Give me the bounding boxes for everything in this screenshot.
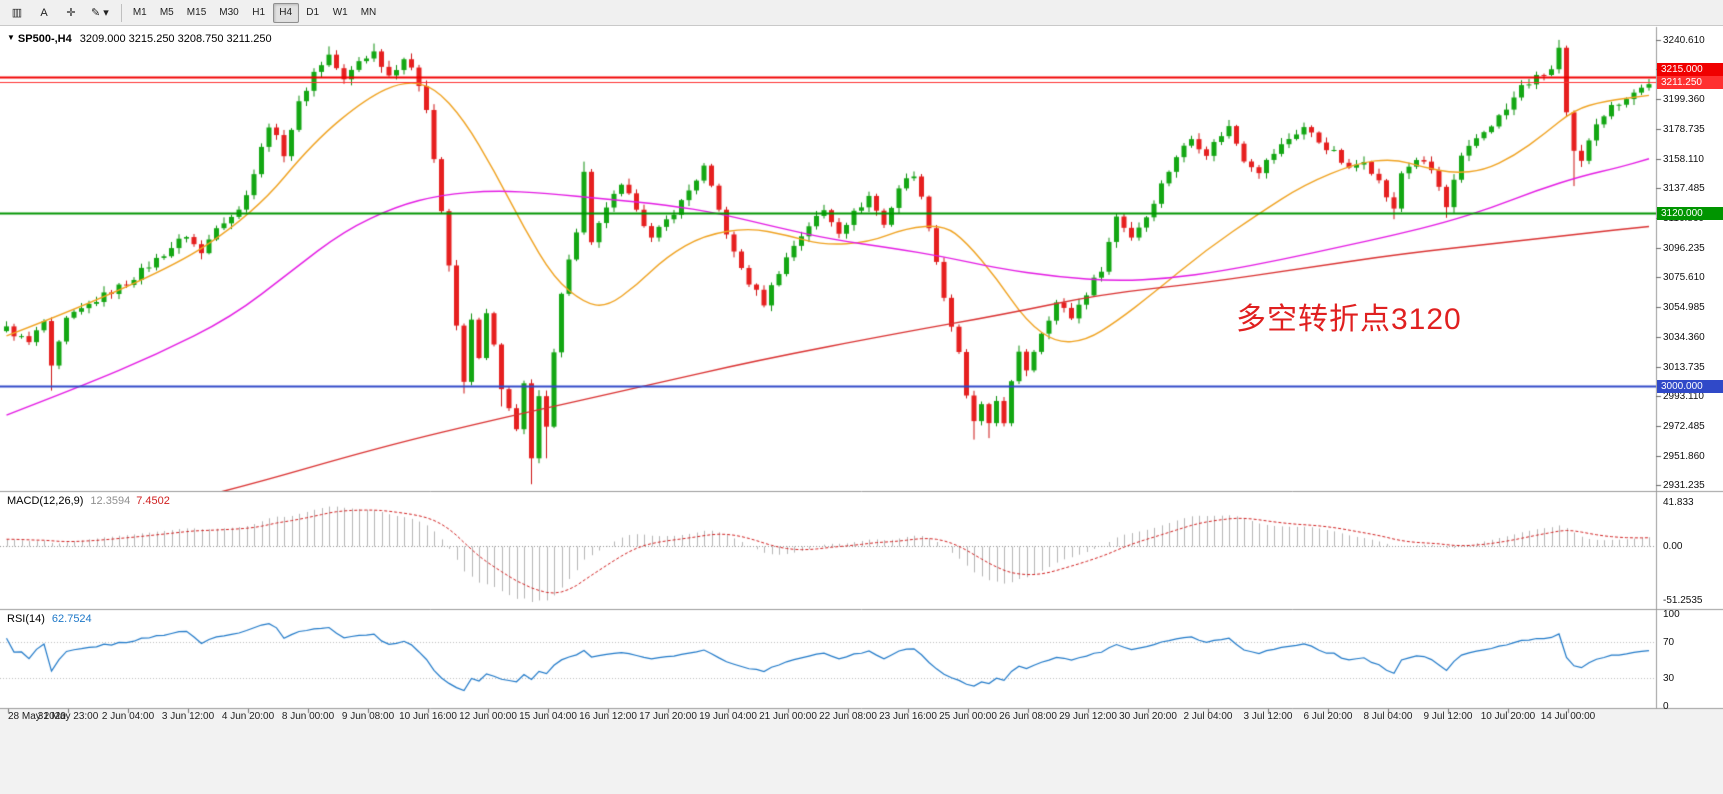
timeframe-m30-button[interactable]: M30 bbox=[219, 7, 239, 18]
timeframe-group: M1 M5 M15 M30 H1 H4 D1 W1 MN bbox=[127, 2, 383, 23]
text-tool-icon[interactable]: A bbox=[40, 6, 48, 19]
timeframe-m1-button[interactable]: M1 bbox=[132, 7, 147, 18]
charts-grid-icon[interactable]: ▥ bbox=[11, 7, 23, 19]
timeframe-h4-button[interactable]: H4 bbox=[272, 2, 299, 23]
timeframe-w1-button[interactable]: W1 bbox=[332, 7, 348, 18]
draw-tools-icon[interactable]: ✎ ▾ bbox=[91, 7, 109, 19]
toolbar-tools: ▥ A ✛ ✎ ▾ bbox=[4, 3, 116, 23]
toolbar-separator bbox=[120, 3, 122, 22]
timeframe-d1-button[interactable]: D1 bbox=[306, 7, 320, 18]
timeframe-m15-button[interactable]: M15 bbox=[186, 7, 207, 18]
timeframe-h1-button[interactable]: H1 bbox=[252, 7, 266, 18]
timeframe-mn-button[interactable]: MN bbox=[360, 7, 377, 18]
toolbar: ▥ A ✛ ✎ ▾ M1 M5 M15 M30 H1 H4 D1 W1 MN bbox=[0, 0, 1723, 26]
crosshair-icon[interactable]: ✛ bbox=[66, 7, 76, 19]
timeframe-m5-button[interactable]: M5 bbox=[159, 7, 174, 18]
